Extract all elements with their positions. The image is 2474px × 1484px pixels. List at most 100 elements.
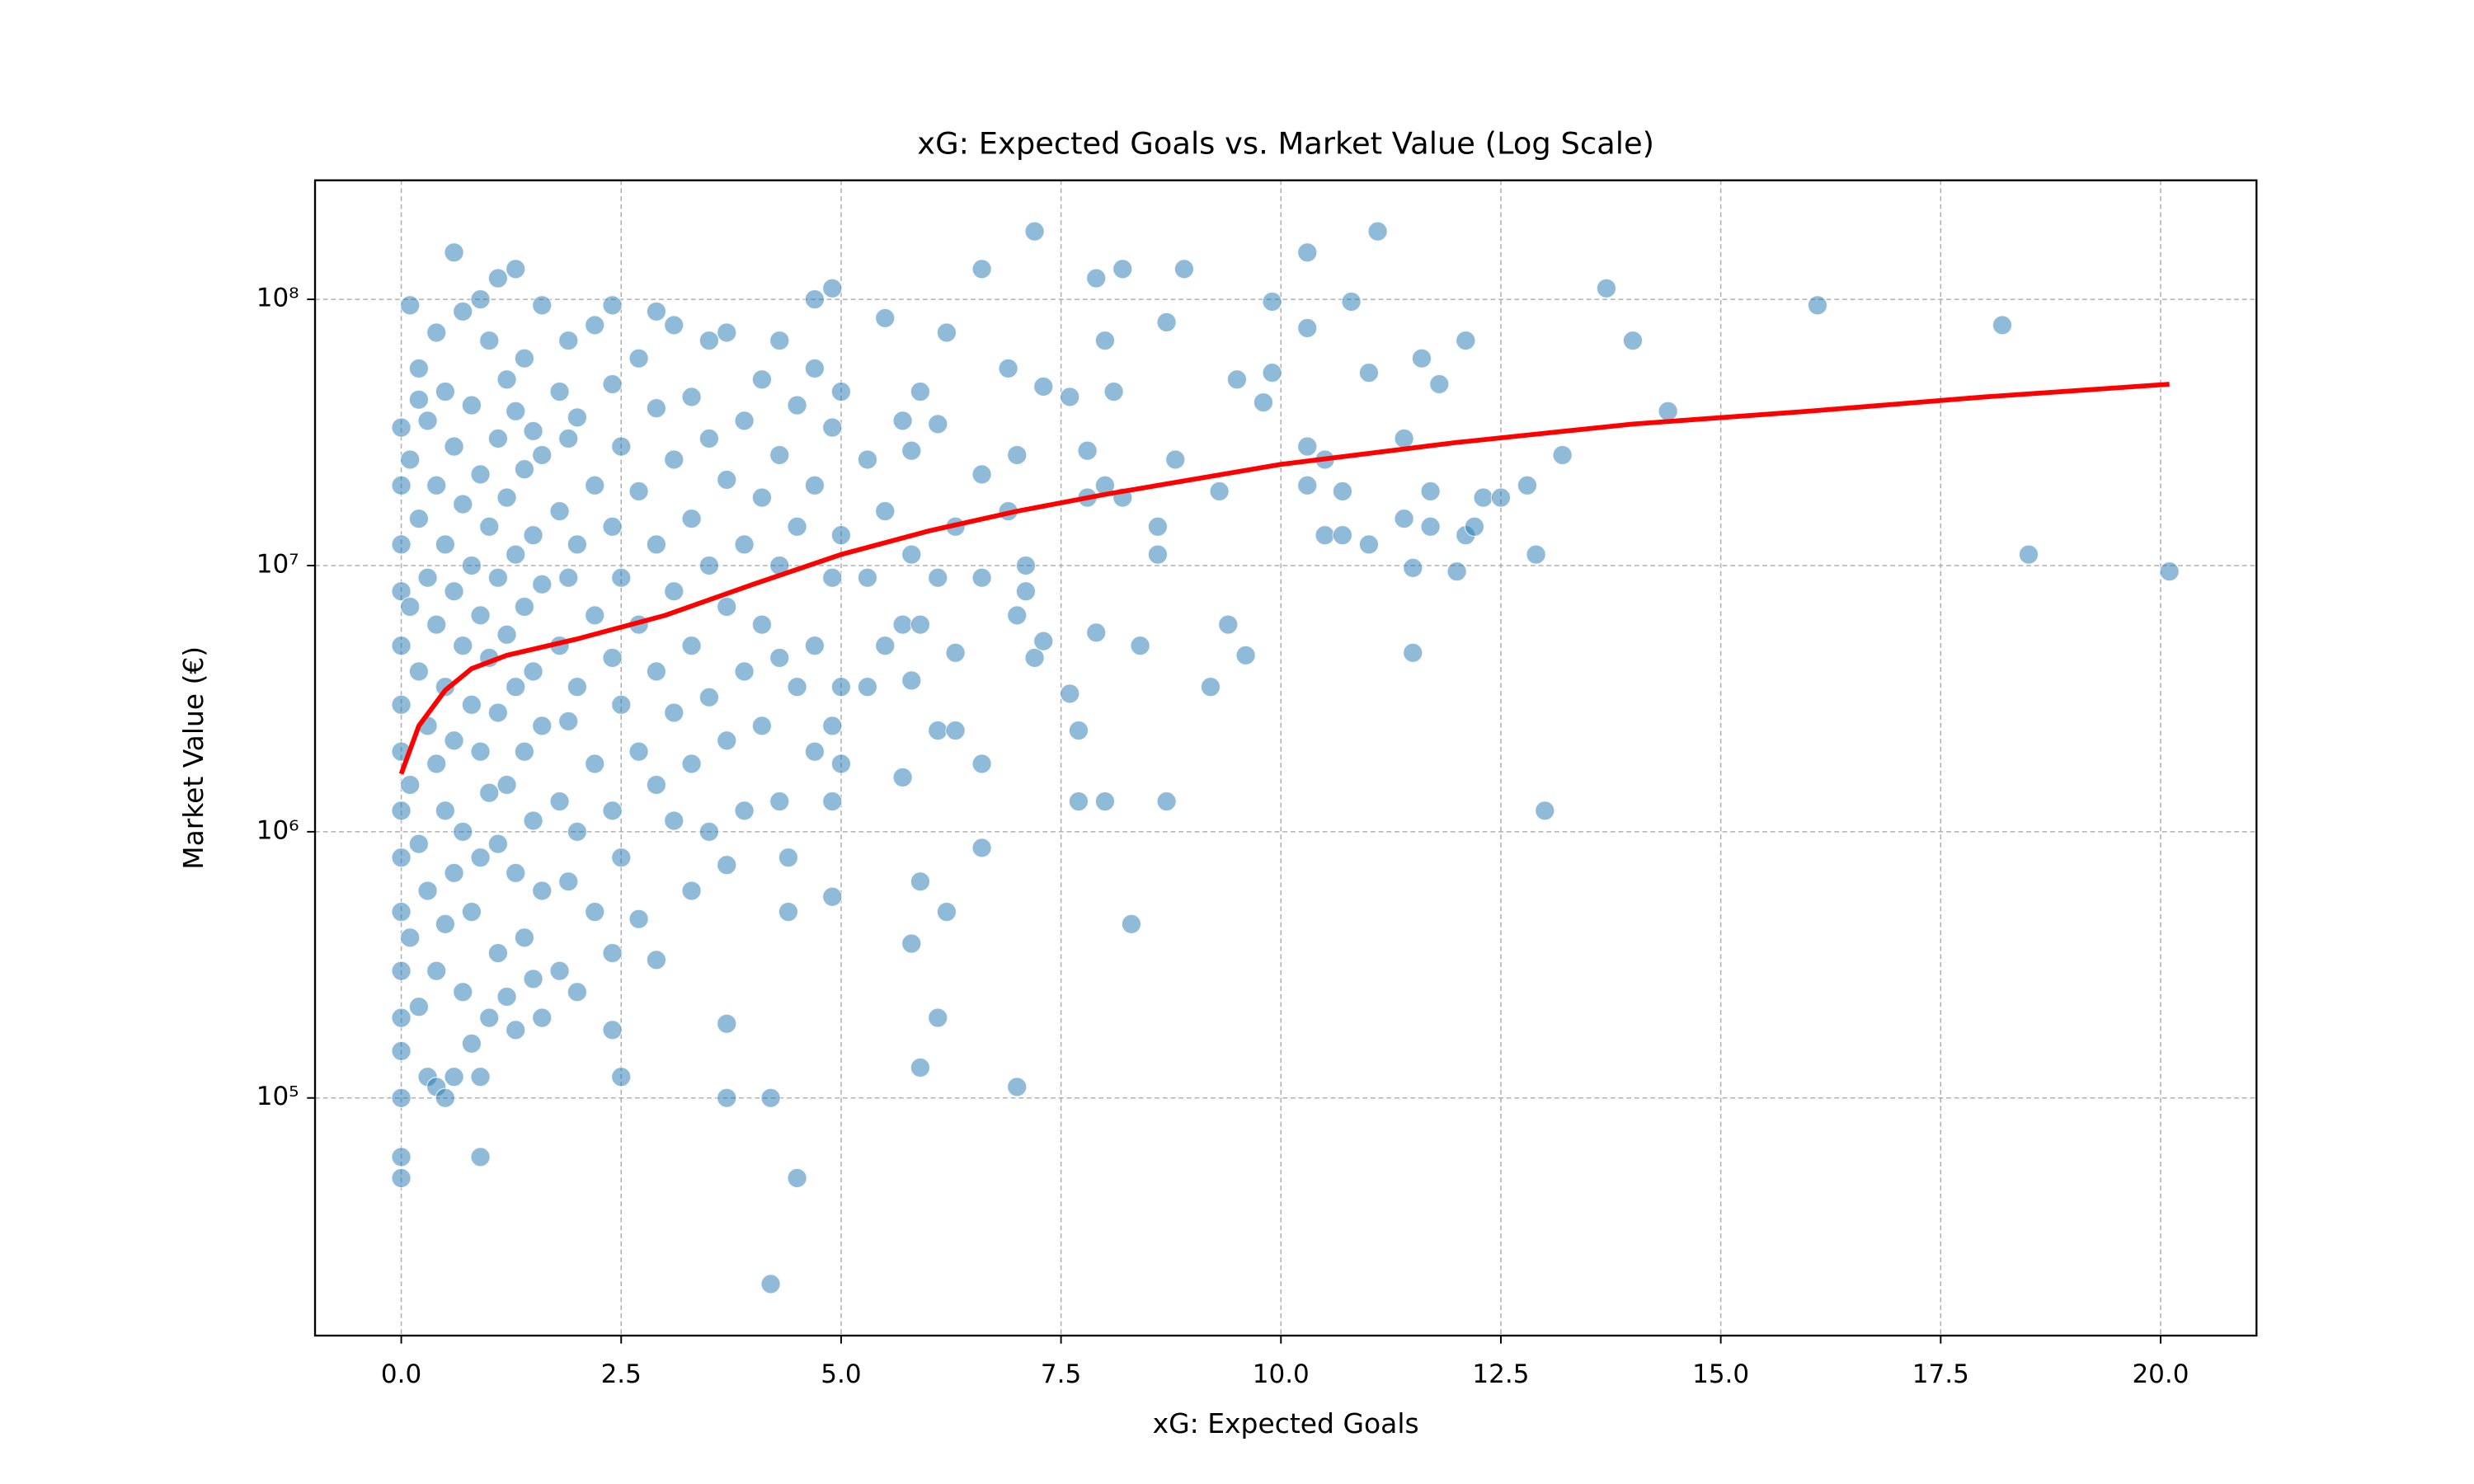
scatter-point [496,986,517,1007]
scatter-point [910,871,931,892]
scatter-point [804,358,825,379]
scatter-point [1077,440,1098,461]
scatter-point [857,449,878,470]
scatter-point [971,754,992,774]
scatter-point [681,754,702,774]
scatter-point [664,315,684,336]
scatter-point [875,635,896,656]
scatter-point [453,494,473,514]
x-tick-label: 15.0 [1692,1360,1749,1389]
scatter-point [611,567,632,588]
scatter-point [514,348,535,369]
scatter-point [664,702,684,723]
scatter-point [822,886,843,907]
scatter-point [936,322,957,343]
scatter-point [444,862,464,884]
scatter-point [1658,401,1678,421]
scatter-point [558,711,579,732]
scatter-point [875,308,896,329]
scatter-point [408,358,430,379]
scatter-point [901,440,922,461]
scatter-point [506,544,526,565]
scatter-point [470,847,491,868]
scatter-point [830,524,852,546]
scatter-point [751,716,773,736]
scatter-point [769,791,790,812]
scatter-point [664,810,684,831]
scatter-point [444,436,464,457]
scatter-point [506,1020,526,1040]
scatter-point [1156,791,1177,812]
scatter-point [998,358,1018,379]
scatter-point [391,1040,412,1062]
scatter-point [461,555,482,576]
scatter-point [549,791,570,812]
scatter-point [717,322,737,343]
scatter-point [646,534,667,555]
scatter-point [444,242,464,263]
scatter-point [408,834,430,854]
x-tick-label: 5.0 [821,1360,861,1389]
scatter-point [1297,436,1318,457]
scatter-point [681,508,702,529]
scatter-point [532,1007,553,1028]
x-tick-label: 12.5 [1472,1360,1529,1389]
scatter-point [426,754,447,774]
scatter-point [875,500,896,522]
scatter-point [585,605,605,626]
scatter-point [822,567,843,588]
scatter-point [1262,291,1282,312]
scatter-point [1007,1077,1028,1097]
scatter-point [928,567,948,588]
scatter-point [1226,369,1248,390]
scatter-point [769,647,790,669]
scatter-point [496,487,517,508]
scatter-point [751,614,773,635]
scatter-point [558,871,579,892]
scatter-point [391,694,412,715]
scatter-point [567,821,588,843]
scatter-point [698,555,720,576]
scatter-point [1315,524,1335,546]
scatter-point [1622,330,1644,351]
scatter-point [1033,376,1054,397]
scatter-point [426,960,447,981]
scatter-point [435,1087,456,1108]
scatter-point [830,754,852,774]
scatter-point [1358,534,1380,555]
scatter-point [628,481,649,502]
scatter-point [1456,330,1476,351]
scatter-point [1332,524,1353,546]
scatter-point [901,670,922,691]
scatter-point [514,928,535,948]
scatter-point [400,596,421,618]
scatter-point [435,913,456,935]
scatter-point [453,635,473,656]
scatter-point [426,614,447,635]
scatter-point [602,801,623,821]
scatter-point [567,982,588,1003]
scatter-point [1446,561,1467,582]
scatter-point [461,694,482,715]
scatter-point [1218,614,1239,635]
scatter-point [751,369,773,390]
scatter-point [1200,676,1221,697]
scatter-point [611,1066,632,1087]
scatter-point [391,1007,412,1028]
scatter-point [1103,381,1124,402]
scatter-point [400,774,421,796]
scatter-point [549,381,570,402]
scatter-point [1147,516,1169,537]
scatter-point [646,301,667,322]
scatter-point [1297,317,1318,339]
scatter-point [391,417,412,438]
scatter-point [892,767,913,788]
scatter-point [1112,259,1133,279]
scatter-point [804,475,825,495]
scatter-point [470,605,491,626]
scatter-point [2159,561,2180,582]
scatter-point [1130,635,1150,656]
y-axis-label: Market Value (€) [177,646,209,870]
scatter-point [734,801,755,821]
